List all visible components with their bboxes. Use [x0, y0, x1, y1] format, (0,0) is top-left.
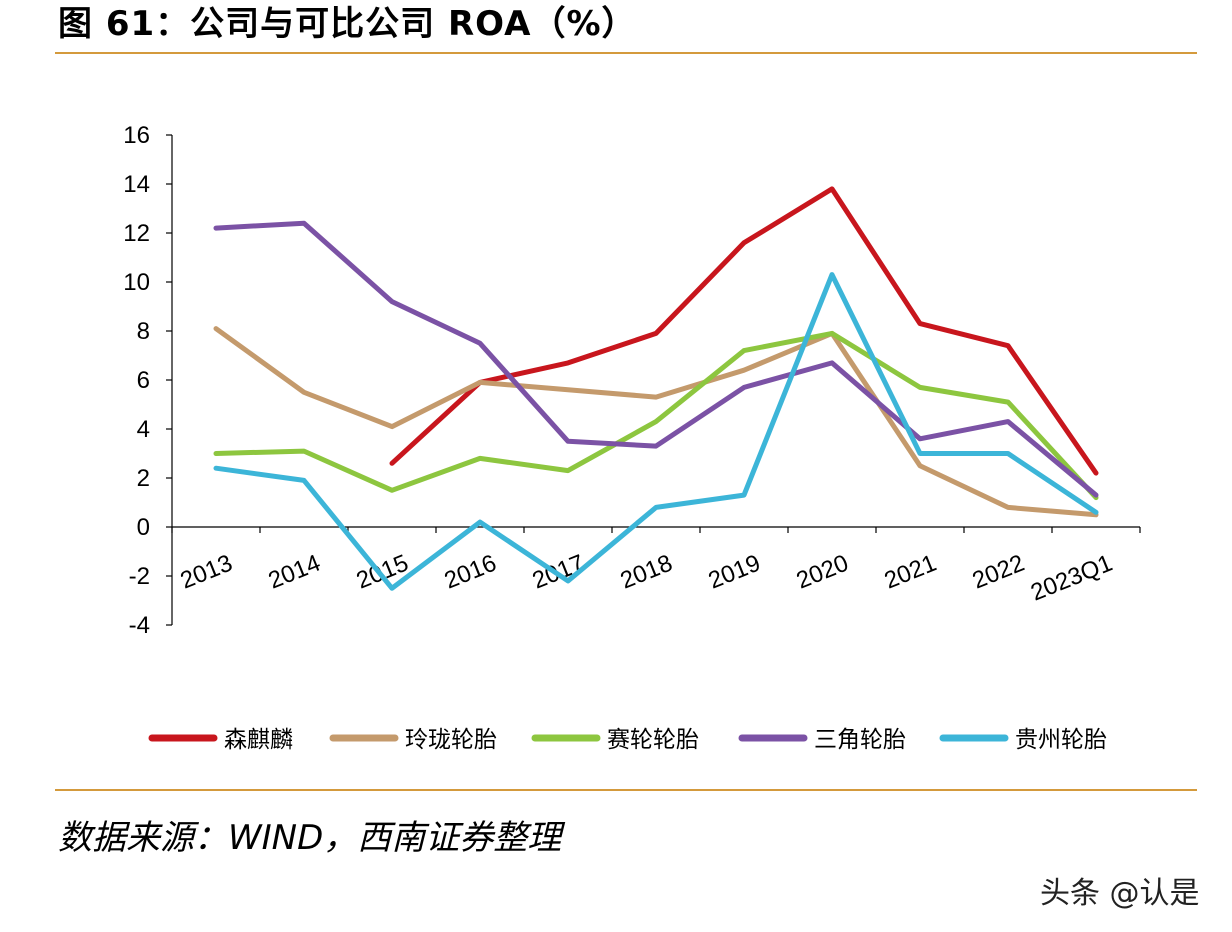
y-tick-label: -2: [129, 563, 150, 590]
x-tick-label: 2013: [177, 550, 237, 595]
y-tick-label: 0: [137, 514, 150, 541]
legend-label: 贵州轮胎: [1015, 727, 1107, 753]
legend-label: 三角轮胎: [814, 727, 906, 753]
y-tick-label: 16: [123, 122, 150, 149]
x-tick-label: 2016: [441, 550, 501, 595]
series-line-赛轮轮胎: [213, 330, 1099, 501]
y-tick-label: 12: [123, 220, 150, 247]
y-tick-label: 8: [137, 318, 150, 345]
legend-label: 赛轮轮胎: [607, 727, 699, 753]
top-divider: [55, 52, 1197, 54]
data-source-note: 数据来源：WIND，西南证券整理: [58, 818, 562, 858]
x-tick-label: 2015: [353, 550, 413, 595]
watermark-text: 头条 @认是: [1040, 876, 1200, 911]
y-tick-label: 6: [137, 367, 150, 394]
x-tick-label: 2014: [265, 550, 325, 595]
chart-legend: 森麒麟 玲珑轮胎 赛轮轮胎 三角轮胎 贵州轮胎: [148, 727, 1107, 753]
x-tick-label: 2022: [969, 550, 1029, 595]
chart-series: [213, 186, 1099, 591]
x-tick-label: 2023Q1: [1027, 550, 1116, 607]
y-tick-label: 10: [123, 269, 150, 296]
series-line-森麒麟: [389, 186, 1099, 476]
x-tick-label: 2020: [793, 550, 853, 595]
bottom-divider: [55, 789, 1197, 791]
y-tick-label: -4: [129, 612, 150, 639]
legend-label: 森麒麟: [224, 727, 293, 753]
x-tick-label: 2021: [881, 550, 941, 595]
y-tick-label: 4: [137, 416, 150, 443]
y-tick-label: 2: [137, 465, 150, 492]
chart-title: 图 61：公司与可比公司 ROA（%）: [58, 4, 637, 44]
x-tick-label: 2019: [705, 550, 765, 595]
x-tick-label: 2018: [617, 550, 677, 595]
legend-label: 玲珑轮胎: [405, 727, 497, 753]
y-tick-label: 14: [123, 171, 150, 198]
